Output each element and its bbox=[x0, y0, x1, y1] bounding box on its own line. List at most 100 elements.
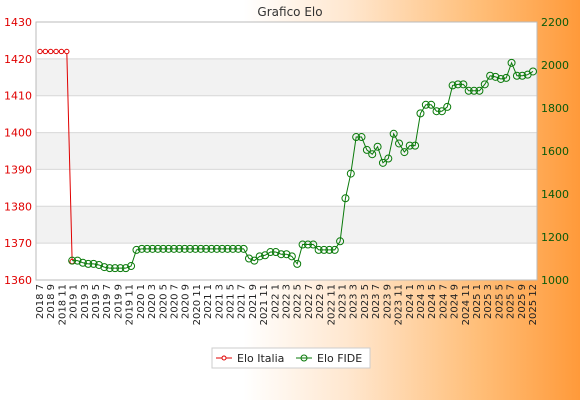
data-point-elo-fide bbox=[496, 74, 505, 83]
data-point-elo-fide bbox=[94, 260, 103, 269]
legend-marker-elo-fide bbox=[300, 354, 308, 362]
x-tick-label: 2020 3 bbox=[147, 284, 158, 319]
legend-label-elo-fide: Elo FIDE bbox=[317, 352, 362, 365]
data-point-elo-fide bbox=[378, 158, 387, 167]
legend-marker-elo-italia bbox=[221, 355, 227, 361]
grid-band bbox=[36, 206, 537, 244]
data-point-elo-fide bbox=[121, 264, 130, 273]
x-tick-label: 2023 3 bbox=[349, 284, 360, 319]
data-point-elo-fide bbox=[164, 244, 173, 253]
data-point-elo-fide bbox=[293, 259, 302, 268]
y-left-tick-label: 1420 bbox=[4, 53, 32, 66]
y-right-tick-label: 1600 bbox=[541, 145, 569, 158]
data-point-elo-fide bbox=[255, 252, 264, 261]
data-point-elo-italia bbox=[53, 48, 59, 55]
y-left-tick-label: 1430 bbox=[4, 16, 32, 29]
x-tick-label: 2024 5 bbox=[427, 284, 438, 319]
data-point-elo-fide bbox=[512, 71, 521, 80]
x-tick-label: 2018 9 bbox=[46, 284, 57, 319]
y-left-tick-label: 1360 bbox=[4, 274, 32, 287]
data-point-elo-fide bbox=[271, 248, 280, 257]
x-tick-label: 2020 5 bbox=[158, 284, 169, 319]
x-tick-label: 2020 11 bbox=[192, 284, 203, 325]
data-point-elo-fide bbox=[480, 80, 489, 89]
y-left-tick-label: 1390 bbox=[4, 163, 32, 176]
data-point-elo-fide bbox=[336, 237, 345, 246]
y-left-tick-label: 1400 bbox=[4, 127, 32, 140]
data-point-elo-fide bbox=[196, 244, 205, 253]
data-point-elo-fide bbox=[464, 86, 473, 95]
data-point-elo-fide bbox=[400, 148, 409, 157]
data-point-elo-fide bbox=[309, 240, 318, 249]
data-point-elo-fide bbox=[105, 264, 114, 273]
x-tick-label: 2022 7 bbox=[304, 284, 315, 319]
data-point-elo-fide bbox=[234, 244, 243, 253]
data-point-elo-fide bbox=[368, 150, 377, 159]
data-point-elo-fide bbox=[89, 259, 98, 268]
x-tick-label: 2020 1 bbox=[136, 284, 147, 319]
data-point-elo-fide bbox=[320, 245, 329, 254]
data-point-elo-fide bbox=[362, 145, 371, 154]
data-point-elo-fide bbox=[244, 254, 253, 263]
x-tick-label: 2023 1 bbox=[338, 284, 349, 319]
data-point-elo-fide bbox=[432, 107, 441, 116]
data-point-elo-fide bbox=[303, 240, 312, 249]
data-point-elo-fide bbox=[389, 129, 398, 138]
data-point-elo-fide bbox=[250, 256, 259, 265]
data-point-elo-italia bbox=[48, 48, 54, 55]
data-point-elo-fide bbox=[180, 244, 189, 253]
x-tick-label: 2018 7 bbox=[35, 284, 46, 319]
data-point-elo-fide bbox=[507, 58, 516, 67]
data-point-elo-fide bbox=[148, 244, 157, 253]
data-point-elo-fide bbox=[421, 100, 430, 109]
data-point-elo-fide bbox=[202, 244, 211, 253]
data-point-elo-fide bbox=[357, 133, 366, 142]
y-left-tick-label: 1370 bbox=[4, 237, 32, 250]
x-tick-label: 2025 12 bbox=[528, 284, 539, 325]
data-point-elo-fide bbox=[186, 244, 195, 253]
data-point-elo-fide bbox=[443, 102, 452, 111]
data-point-elo-fide bbox=[470, 86, 479, 95]
data-point-elo-fide bbox=[143, 244, 152, 253]
x-tick-label: 2021 7 bbox=[237, 284, 248, 319]
data-point-elo-fide bbox=[78, 258, 87, 267]
data-point-elo-fide bbox=[518, 71, 527, 80]
x-tick-label: 2019 9 bbox=[113, 284, 124, 319]
x-tick-label: 2019 7 bbox=[102, 284, 113, 319]
data-point-elo-fide bbox=[529, 67, 537, 76]
x-tick-label: 2019 3 bbox=[80, 284, 91, 319]
x-tick-label: 2025 1 bbox=[472, 284, 483, 319]
data-point-elo-fide bbox=[459, 80, 468, 89]
data-point-elo-fide bbox=[427, 100, 436, 109]
x-tick-label: 2022 9 bbox=[315, 284, 326, 319]
data-point-elo-fide bbox=[127, 262, 136, 271]
data-point-elo-fide bbox=[175, 244, 184, 253]
y-right-tick-label: 1000 bbox=[541, 274, 569, 287]
data-point-elo-italia bbox=[42, 48, 49, 55]
data-point-elo-fide bbox=[314, 245, 323, 254]
data-point-elo-fide bbox=[111, 264, 120, 273]
y-left-tick-label: 1380 bbox=[4, 200, 32, 213]
data-point-elo-fide bbox=[411, 141, 420, 150]
data-point-elo-fide bbox=[325, 245, 334, 254]
x-tick-label: 2024 11 bbox=[461, 284, 472, 325]
data-point-elo-fide bbox=[218, 244, 227, 253]
data-point-elo-fide bbox=[384, 154, 393, 163]
x-tick-label: 2020 7 bbox=[169, 284, 180, 319]
data-point-elo-fide bbox=[346, 169, 355, 178]
data-point-elo-fide bbox=[502, 73, 511, 82]
x-tick-label: 2024 9 bbox=[450, 284, 461, 319]
x-tick-label: 2023 7 bbox=[371, 284, 382, 319]
data-point-elo-fide bbox=[228, 244, 237, 253]
data-point-elo-fide bbox=[84, 259, 93, 268]
x-tick-label: 2025 7 bbox=[506, 284, 517, 319]
x-tick-label: 2023 9 bbox=[382, 284, 393, 319]
data-point-elo-fide bbox=[282, 250, 291, 259]
data-point-elo-fide bbox=[116, 264, 125, 273]
x-tick-label: 2021 1 bbox=[203, 284, 214, 319]
data-point-elo-fide bbox=[486, 71, 495, 80]
x-tick-label: 2021 9 bbox=[248, 284, 259, 319]
data-point-elo-fide bbox=[132, 245, 141, 254]
data-point-elo-italia bbox=[37, 48, 43, 55]
x-tick-label: 2024 1 bbox=[405, 284, 416, 319]
